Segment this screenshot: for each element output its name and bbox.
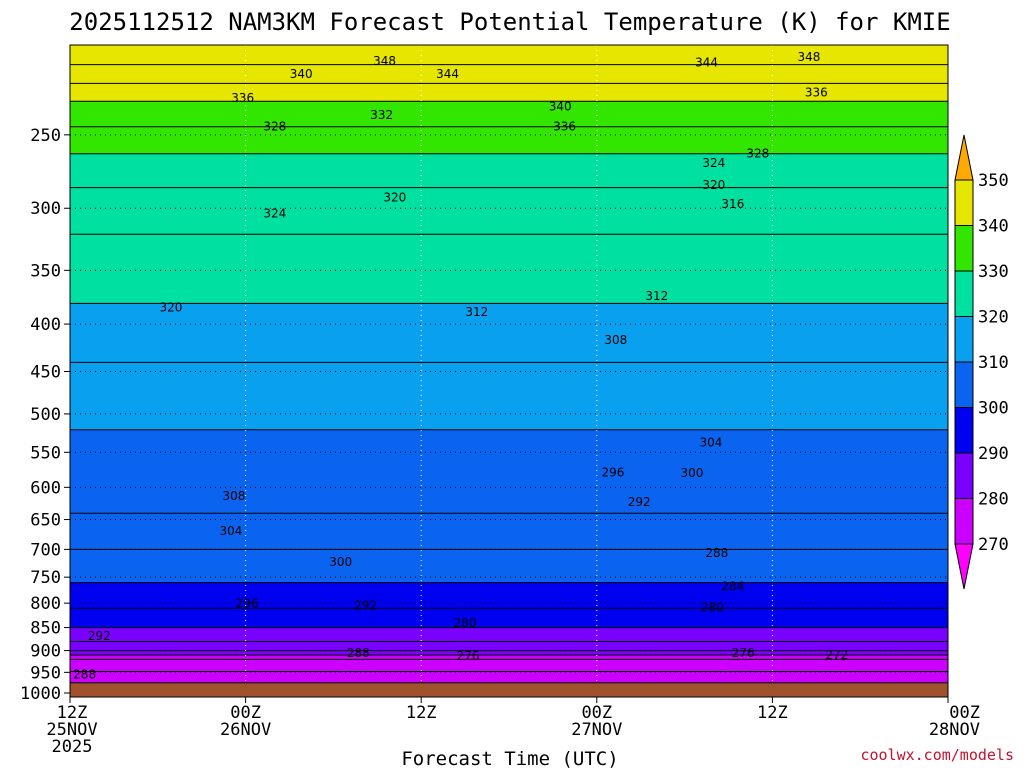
y-tick-label: 300 (30, 199, 61, 219)
y-tick-label: 950 (30, 663, 61, 683)
contour-label: 288 (73, 667, 96, 681)
y-tick-label: 1000 (20, 684, 61, 704)
colorbar-box (954, 179, 974, 226)
contour-label: 304 (699, 436, 722, 450)
contour-label: 336 (805, 85, 828, 99)
y-tick-label: 800 (30, 594, 61, 614)
contour-label: 344 (695, 56, 718, 70)
y-tick-label: 350 (30, 261, 61, 281)
contour-label: 292 (88, 629, 111, 643)
contour-label: 288 (705, 546, 728, 560)
contour-labels: 348 340 344 336 332 328 340 336 344 348 336 328 324 3… (73, 50, 848, 682)
colorbar-label: 340 (978, 217, 1009, 237)
colorbar-box (954, 407, 974, 454)
x-tick-label: 26NOV (220, 720, 271, 740)
contour-label: 348 (373, 54, 396, 68)
colorbar-box (954, 498, 974, 545)
credit-text[interactable]: coolwx.com/models (860, 746, 1014, 764)
colorbar-label: 310 (978, 353, 1009, 373)
x-tick-label: 12Z (757, 703, 788, 723)
contour-label: 324 (702, 156, 725, 170)
contour-label: 280 (454, 616, 477, 630)
y-tick-label: 600 (30, 478, 61, 498)
contour-label: 300 (680, 466, 703, 480)
contour-label: 296 (236, 597, 259, 611)
colorbar-label: 320 (978, 308, 1009, 328)
contour-label: 304 (220, 524, 243, 538)
y-tick-label: 250 (30, 126, 61, 146)
x-axis-label: Forecast Time (UTC) (401, 748, 618, 768)
grid-layer (70, 45, 948, 697)
contour-label: 340 (290, 67, 313, 81)
ground-below-surface (69, 682, 949, 698)
x-tick-label: 27NOV (571, 720, 622, 740)
contour-label: 344 (436, 67, 459, 81)
colorbar-label: 270 (978, 535, 1009, 555)
y-tick-label: 700 (30, 540, 61, 560)
contour-label: 300 (329, 555, 352, 569)
colorbar-box (954, 452, 974, 499)
x-tick-label: 00Z (230, 703, 261, 723)
colorbar-label: 300 (978, 399, 1009, 419)
contour-label: 308 (604, 333, 627, 347)
contour-label: 276 (457, 649, 480, 663)
contour-label: 348 (798, 50, 821, 64)
contour-label: 312 (645, 289, 668, 303)
pressure-axis: 250 300 350 400 450 500 550 600 650 700 750 800 850 9… (20, 126, 70, 704)
y-tick-label: 750 (30, 568, 61, 588)
contour-label: 320 (160, 301, 183, 315)
contour-label: 292 (628, 495, 651, 509)
colorbar-box (954, 225, 974, 272)
x-tick-label: 28NOV (929, 720, 980, 740)
contour-label: 328 (746, 147, 769, 161)
colorbar-bottom-arrow (954, 543, 974, 590)
contour-label: 272 (825, 648, 848, 662)
theta-fill-layer (70, 45, 948, 697)
chart-title: 2025112512 NAM3KM Forecast Potential Tem… (69, 8, 950, 36)
colorbar-box (954, 316, 974, 363)
theta-band-348 (70, 45, 948, 65)
contour-label: 316 (721, 197, 744, 211)
contour-label: 336 (231, 91, 254, 105)
contour-label: 328 (263, 120, 286, 134)
colorbar-box (954, 270, 974, 317)
contour-label: 308 (222, 489, 245, 503)
colorbar-label: 350 (978, 171, 1009, 191)
x-tick-label: 12Z (57, 703, 88, 723)
x-tick-label: 2025 (52, 737, 93, 757)
y-tick-label: 850 (30, 619, 61, 639)
x-tick-label: 00Z (949, 703, 980, 723)
contour-label: 280 (701, 601, 724, 615)
contour-label: 292 (354, 599, 377, 613)
contour-label: 320 (383, 190, 406, 204)
contour-label: 276 (732, 646, 755, 660)
colorbar-label: 290 (978, 444, 1009, 464)
x-tick-label: 12Z (406, 703, 437, 723)
isentrope-line-layer (70, 64, 948, 672)
colorbar-box (954, 361, 974, 408)
contour-label: 284 (721, 580, 744, 594)
contour-label: 312 (465, 305, 488, 319)
y-tick-label: 550 (30, 443, 61, 463)
colorbar: 350 340 330 320 310 300 290 280 270 (954, 134, 1009, 590)
contour-label: 288 (347, 646, 370, 660)
colorbar-label: 280 (978, 490, 1009, 510)
contour-label: 296 (601, 465, 624, 479)
y-tick-label: 900 (30, 642, 61, 662)
x-tick-label: 25NOV (46, 720, 97, 740)
colorbar-top-arrow (954, 134, 974, 181)
contour-label: 340 (549, 99, 572, 113)
y-tick-label: 500 (30, 405, 61, 425)
contour-label: 332 (370, 108, 393, 122)
colorbar-label: 330 (978, 262, 1009, 282)
y-tick-label: 450 (30, 362, 61, 382)
y-tick-label: 650 (30, 511, 61, 531)
contour-label: 324 (263, 207, 286, 221)
contour-label: 336 (553, 120, 576, 134)
y-tick-label: 400 (30, 315, 61, 335)
contour-label: 320 (702, 178, 725, 192)
x-tick-label: 00Z (581, 703, 612, 723)
